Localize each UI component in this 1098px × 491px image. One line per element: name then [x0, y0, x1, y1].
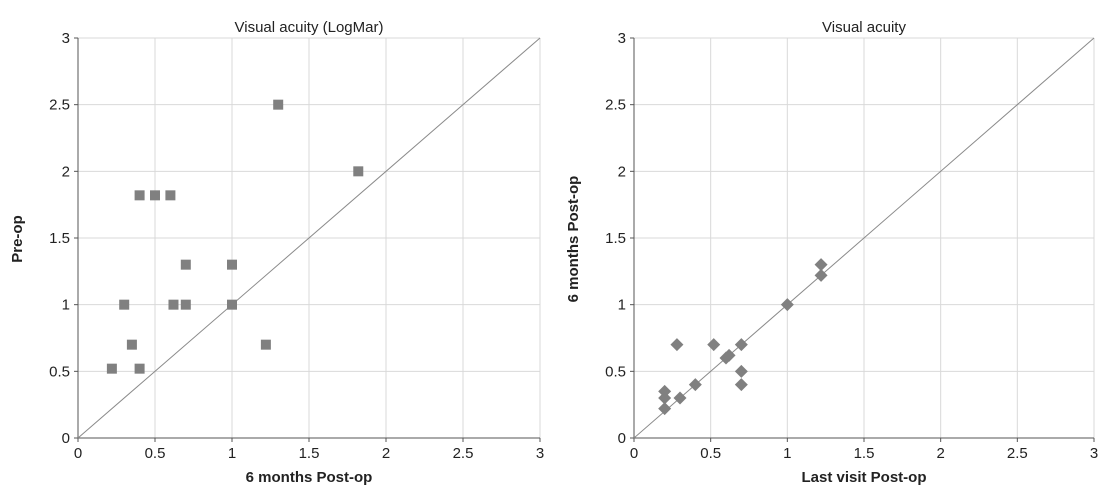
y-tick-label: 3 — [62, 30, 70, 47]
y-tick-label: 0.5 — [605, 363, 626, 380]
x-tick-label: 1 — [783, 445, 791, 462]
y-tick-label: 1 — [62, 297, 70, 314]
x-axis-label: 6 months Post-op — [246, 469, 373, 486]
y-tick-label: 3 — [618, 30, 626, 47]
y-tick-label: 1.5 — [605, 230, 626, 247]
x-tick-label: 1.5 — [854, 445, 875, 462]
data-point — [126, 339, 137, 350]
data-point — [814, 258, 828, 272]
data-point — [260, 339, 271, 350]
x-tick-label: 2.5 — [1007, 445, 1028, 462]
x-tick-label: 0 — [74, 445, 82, 462]
data-point — [353, 166, 364, 177]
data-point — [688, 378, 702, 392]
identity-reference-line — [633, 37, 1095, 439]
data-point — [227, 259, 237, 270]
data-point — [150, 190, 160, 201]
y-tick-label: 0.5 — [49, 363, 70, 380]
data-point — [180, 259, 191, 270]
x-tick-label: 0.5 — [145, 445, 166, 462]
chart-title: Visual acuity — [822, 19, 906, 36]
y-tick-label: 1 — [618, 297, 626, 314]
data-point — [658, 402, 672, 416]
x-tick-label: 2.5 — [453, 445, 474, 462]
data-point — [734, 338, 748, 352]
data-point — [134, 363, 145, 374]
chart-title: Visual acuity (LogMar) — [235, 19, 384, 36]
y-tick-label: 2 — [62, 163, 70, 180]
data-point — [814, 268, 828, 282]
chart-visual-acuity: Visual acuity Last visit Post-op 6 month… — [565, 19, 1098, 486]
data-point — [273, 99, 284, 110]
x-tick-label: 0.5 — [700, 445, 721, 462]
y-axis-label: 6 months Post-op — [565, 176, 582, 303]
y-tick-label: 1.5 — [49, 230, 70, 247]
x-tick-label: 1 — [228, 445, 236, 462]
y-tick-label: 2.5 — [49, 97, 70, 114]
data-point — [134, 190, 145, 201]
x-tick-label: 3 — [1090, 445, 1098, 462]
data-point — [180, 299, 191, 310]
data-point — [670, 338, 684, 352]
y-tick-label: 2.5 — [605, 97, 626, 114]
y-axis-label: Pre-op — [9, 215, 26, 263]
data-point — [722, 348, 736, 362]
x-tick-label: 0 — [630, 445, 638, 462]
x-tick-label: 2 — [382, 445, 390, 462]
data-point — [734, 378, 748, 392]
x-tick-label: 2 — [936, 445, 944, 462]
data-point — [673, 391, 687, 405]
data-point — [227, 299, 237, 310]
data-point — [165, 190, 176, 201]
identity-reference-line — [77, 37, 541, 439]
chart-visual-acuity-logmar: Visual acuity (LogMar) 6 months Post-op … — [9, 19, 544, 486]
x-tick-label: 1.5 — [299, 445, 320, 462]
data-point — [106, 363, 117, 374]
data-point — [658, 391, 672, 405]
data-point — [780, 298, 794, 312]
y-tick-label: 0 — [618, 430, 626, 447]
data-point — [119, 299, 130, 310]
x-axis-label: Last visit Post-op — [801, 469, 926, 486]
data-point — [734, 364, 748, 378]
y-tick-label: 2 — [618, 163, 626, 180]
gridlines — [634, 37, 1095, 438]
data-point — [658, 384, 672, 398]
y-tick-label: 0 — [62, 430, 70, 447]
data-point — [707, 338, 721, 352]
x-tick-label: 3 — [536, 445, 544, 462]
data-point — [168, 299, 179, 310]
